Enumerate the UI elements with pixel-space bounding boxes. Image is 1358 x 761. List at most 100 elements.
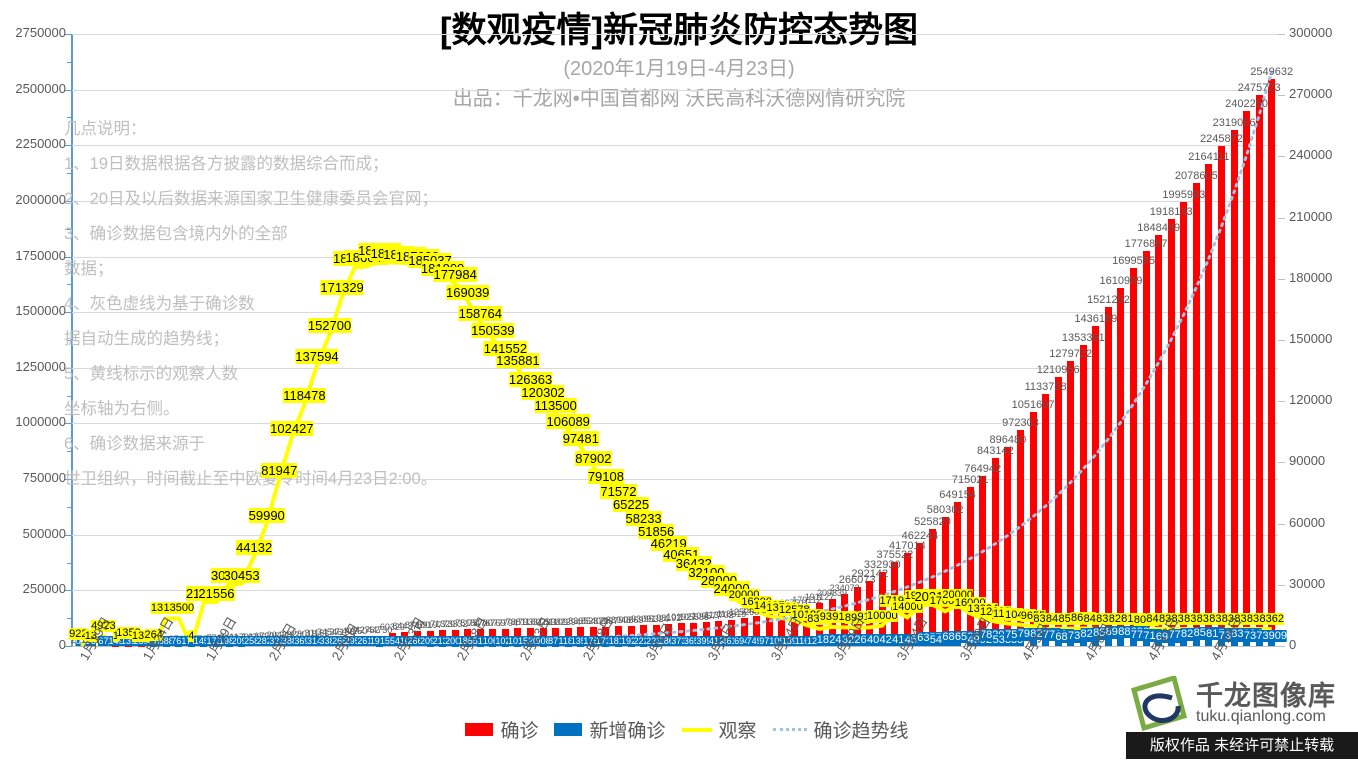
- confirmed-bar-label: 649154: [939, 488, 977, 501]
- axis-minor-tick: [67, 284, 72, 286]
- right-axis-tick-label: 240000: [1289, 147, 1333, 163]
- observed-point-label: 30453: [223, 567, 260, 583]
- confirmed-bar[interactable]: [1067, 361, 1075, 646]
- left-axis-tick-label: 250000: [22, 581, 66, 597]
- right-axis-tick-label: 60000: [1289, 514, 1326, 530]
- left-axis-tick-label: 1000000: [15, 414, 66, 430]
- axis-minor-tick: [67, 590, 72, 592]
- confirmed-bar[interactable]: [966, 486, 974, 646]
- axis-tick: [1278, 217, 1285, 219]
- confirmed-bar[interactable]: [740, 618, 748, 646]
- confirmed-bar[interactable]: [941, 516, 949, 646]
- confirmed-bar[interactable]: [765, 614, 773, 646]
- observed-point-label: 169039: [446, 285, 490, 301]
- confirmed-bar[interactable]: [1192, 183, 1200, 646]
- confirmed-bar[interactable]: [1255, 95, 1263, 646]
- confirmed-bar[interactable]: [677, 623, 685, 646]
- legend-swatch-confirmed: [465, 723, 494, 736]
- confirmed-bar[interactable]: [728, 619, 736, 646]
- confirmed-bar[interactable]: [1092, 326, 1100, 646]
- confirmed-bar[interactable]: [1142, 250, 1150, 646]
- confirmed-bar[interactable]: [1167, 219, 1175, 646]
- confirmed-bar-label: 2402250: [1225, 98, 1269, 111]
- confirmed-bar-label: 64437: [392, 620, 418, 631]
- legend-label-confirmed[interactable]: 确诊: [500, 721, 539, 742]
- confirmed-bar[interactable]: [1016, 429, 1024, 646]
- confirmed-bar[interactable]: [790, 608, 798, 646]
- confirmed-bar[interactable]: [753, 616, 761, 646]
- confirmed-bar[interactable]: [640, 625, 648, 646]
- observed-point-label: 158764: [458, 306, 502, 322]
- confirmed-bar[interactable]: [929, 528, 937, 646]
- left-axis-tick-label: 2000000: [15, 191, 66, 207]
- observed-point-label: 21556: [198, 586, 235, 602]
- legend-label-confirmed-trend[interactable]: 确诊趋势线: [813, 721, 909, 742]
- confirmed-bar[interactable]: [1155, 234, 1163, 646]
- axis-minor-tick: [67, 562, 72, 564]
- confirmed-bar[interactable]: [954, 501, 962, 646]
- axis-minor-tick: [67, 89, 72, 91]
- axis-minor-tick: [67, 228, 72, 230]
- confirmed-bar-label: 417014: [889, 540, 926, 553]
- confirmed-bar-label: 715021: [951, 473, 989, 486]
- confirmed-bar[interactable]: [1029, 411, 1037, 646]
- confirmed-bar[interactable]: [1104, 307, 1112, 646]
- axis-minor-tick: [67, 200, 72, 202]
- confirmed-bar[interactable]: [690, 622, 698, 646]
- confirmed-bar[interactable]: [1042, 393, 1050, 646]
- confirmed-bar[interactable]: [778, 611, 786, 646]
- confirmed-bar[interactable]: [1268, 78, 1276, 646]
- confirmed-bar-label: 2164111: [1188, 151, 1230, 164]
- confirmed-bar[interactable]: [1054, 376, 1062, 646]
- new-confirmed-bar-label: 688: [158, 636, 174, 646]
- axis-minor-tick: [67, 534, 72, 536]
- plot-area: 2012242914405718301287197527444515597477…: [69, 34, 1293, 646]
- confirmed-bar-label: 2549632: [1250, 65, 1294, 78]
- axis-tick: [1278, 34, 1285, 35]
- confirmed-bar-label: 80239: [530, 617, 556, 628]
- confirmed-bar[interactable]: [1117, 287, 1125, 646]
- confirmed-bar[interactable]: [1217, 146, 1225, 646]
- new-confirmed-bar-label: 3143: [306, 636, 327, 646]
- confirmed-bar-label: 843142: [976, 445, 1014, 458]
- confirmed-bar-label: 580362: [926, 503, 964, 516]
- confirmed-bar[interactable]: [652, 624, 660, 646]
- bottom-axis-line: [72, 646, 1278, 647]
- right-axis-tick-label: 150000: [1289, 331, 1333, 346]
- confirmed-bar[interactable]: [715, 620, 723, 646]
- new-confirmed-bar-label: 4108: [394, 636, 415, 646]
- new-confirmed-bar-label: 1921: [621, 636, 642, 646]
- confirmed-bar-label: 24324: [279, 629, 305, 640]
- confirmed-bar[interactable]: [991, 458, 999, 646]
- confirmed-bar[interactable]: [878, 571, 886, 646]
- confirmed-bar[interactable]: [1243, 111, 1251, 646]
- confirmed-bar-label: 1133758: [1024, 380, 1067, 393]
- observed-point-label: 177984: [433, 266, 477, 282]
- observed-point-label: 4: [188, 629, 195, 642]
- confirmed-bar[interactable]: [1230, 129, 1238, 646]
- qianlong-logo-icon: [1130, 676, 1188, 732]
- confirmed-bar-label: 88948: [605, 615, 631, 626]
- confirmed-bar-label: 105586: [678, 611, 709, 622]
- confirmed-bar[interactable]: [1205, 164, 1213, 646]
- confirmed-bar[interactable]: [702, 621, 710, 646]
- new-confirmed-bar-label: 1069: [482, 636, 503, 646]
- legend-label-observed[interactable]: 观察: [718, 721, 757, 742]
- observed-point-label: 171329: [320, 280, 364, 296]
- confirmed-bar[interactable]: [665, 624, 673, 646]
- confirmed-bar-label: 118319: [716, 608, 747, 619]
- confirmed-bar-label: 75700: [467, 618, 493, 629]
- observed-point-label: 106089: [546, 413, 590, 429]
- confirmed-bar-label: 209839: [817, 588, 848, 599]
- notes-item: 坐标轴为右侧。: [64, 400, 180, 418]
- confirmed-bar[interactable]: [1004, 446, 1012, 646]
- confirmed-bar[interactable]: [979, 475, 987, 646]
- confirmed-bar-label: 73332: [442, 618, 468, 629]
- confirmed-bar[interactable]: [1180, 201, 1188, 646]
- left-axis-tick-label: 1250000: [15, 358, 66, 374]
- confirmed-bar[interactable]: [1130, 267, 1138, 646]
- new-confirmed-bar-label: 2612: [357, 636, 378, 646]
- legend-label-new-confirmed[interactable]: 新增确诊: [589, 721, 666, 742]
- confirmed-bar[interactable]: [1079, 344, 1087, 646]
- observed-point-label: 58233: [625, 511, 662, 527]
